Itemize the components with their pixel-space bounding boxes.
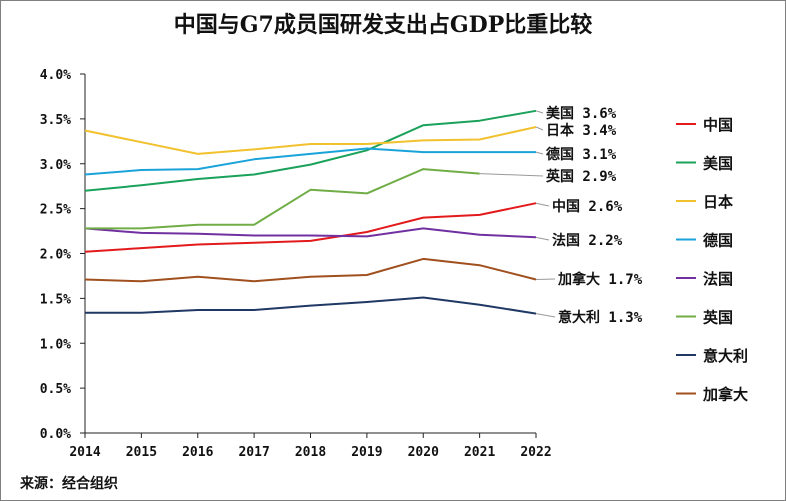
legend-label: 英国 bbox=[703, 309, 733, 327]
end-label: 英国 2.9% bbox=[545, 168, 617, 185]
end-label: 德国 3.1% bbox=[546, 146, 617, 163]
source-note: 来源：经合组织 bbox=[19, 475, 118, 492]
end-label-leader bbox=[535, 126, 544, 131]
end-label: 日本 3.4% bbox=[546, 122, 617, 139]
legend-label: 美国 bbox=[703, 155, 733, 173]
series-line-7 bbox=[84, 257, 537, 283]
series-line-3 bbox=[84, 147, 536, 176]
plot-area bbox=[84, 109, 537, 315]
y-tick-label: 2.0% bbox=[40, 248, 71, 263]
end-label: 法国 2.2% bbox=[552, 232, 623, 249]
x-tick-label: 2022 bbox=[520, 445, 551, 460]
y-tick-label: 0.0% bbox=[40, 427, 71, 442]
end-label-leader bbox=[479, 173, 544, 177]
chart-title: 中国与G7成员国研发支出占GDP比重比较 bbox=[174, 12, 593, 38]
legend-label: 日本 bbox=[703, 193, 733, 211]
x-tick-label: 2019 bbox=[351, 445, 382, 460]
legend-label: 加拿大 bbox=[702, 386, 748, 404]
legend-label: 中国 bbox=[703, 116, 733, 134]
end-label: 加拿大 1.7% bbox=[557, 271, 643, 288]
x-tick-label: 2014 bbox=[69, 445, 100, 460]
series-line-1 bbox=[84, 109, 537, 192]
axes: 0.0% 0.5% 1.0% 1.5% 2.0% 2.5% 3.0% 3.5% 4.0% 2014… bbox=[40, 68, 552, 460]
y-tick-label: 0.5% bbox=[40, 382, 71, 397]
legend-label: 意大利 bbox=[703, 347, 748, 365]
y-tick-label: 1.0% bbox=[40, 337, 71, 352]
x-tick-label: 2015 bbox=[126, 445, 157, 460]
legend-label: 德国 bbox=[703, 232, 733, 250]
y-tick-label: 3.0% bbox=[40, 158, 71, 173]
end-label: 意大利 1.3% bbox=[558, 309, 643, 326]
y-tick-label: 1.5% bbox=[40, 292, 71, 307]
end-label: 中国 2.6% bbox=[552, 198, 623, 215]
x-tick-label: 2017 bbox=[238, 445, 269, 460]
end-label-leader bbox=[535, 313, 556, 318]
series-line-6 bbox=[85, 296, 537, 315]
series-line-5 bbox=[85, 168, 480, 230]
legend-label: 法国 bbox=[703, 270, 733, 288]
y-tick-label: 2.5% bbox=[40, 203, 71, 218]
x-tick-label: 2018 bbox=[295, 445, 326, 460]
series-line-4 bbox=[84, 227, 537, 239]
y-tick-label: 3.5% bbox=[40, 113, 71, 128]
y-tick-label: 4.0% bbox=[40, 68, 71, 83]
end-label-leader bbox=[535, 202, 550, 207]
x-tick-label: 2021 bbox=[464, 445, 495, 460]
x-tick-label: 2020 bbox=[408, 445, 439, 460]
end-label-leader bbox=[535, 151, 544, 155]
x-tick-label: 2016 bbox=[182, 445, 213, 460]
end-labels: 美国 3.6%日本 3.4% 德国 3.1% 英国 2.9% 中国 2.6% 法国 2.… bbox=[479, 105, 643, 326]
end-label-leader bbox=[535, 110, 544, 114]
end-label: 美国 3.6% bbox=[546, 105, 617, 122]
end-label-leader bbox=[535, 278, 556, 281]
series-line-0 bbox=[84, 202, 537, 253]
series-line-2 bbox=[84, 126, 537, 155]
end-label-leader bbox=[535, 236, 550, 241]
